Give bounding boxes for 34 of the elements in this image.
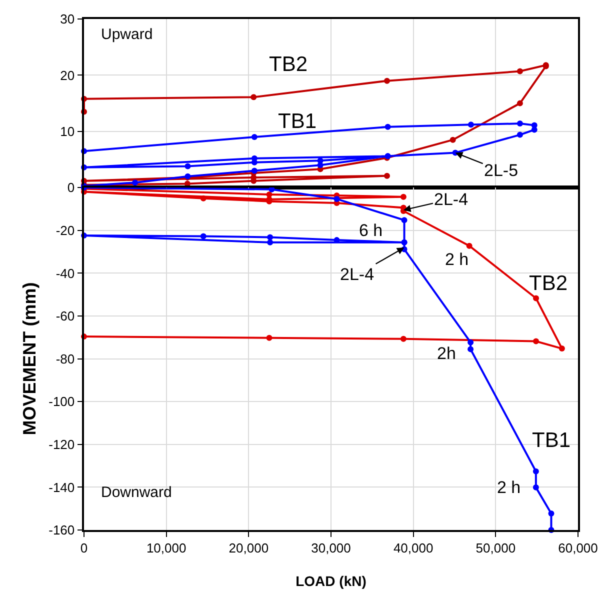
y-tick-label: -60 bbox=[56, 308, 75, 324]
y-tick-label: -80 bbox=[56, 351, 75, 366]
x-tick-label: 10,000 bbox=[146, 540, 186, 556]
x-tick-label: 60,000 bbox=[558, 540, 598, 556]
y-tick-label: -40 bbox=[56, 266, 75, 281]
x-tick-label: 50,000 bbox=[476, 540, 516, 556]
annotation: Upward bbox=[101, 26, 153, 43]
annotation: 2L-4 bbox=[434, 190, 468, 209]
annotation: TB2 bbox=[269, 53, 308, 76]
x-tick-label: 0 bbox=[80, 540, 88, 556]
y-tick-label: 30 bbox=[60, 12, 75, 27]
annotation: TB2 bbox=[529, 272, 568, 295]
annotation: 2 h bbox=[497, 478, 521, 497]
y-tick-label: -140 bbox=[48, 480, 75, 495]
y-tick-label: -160 bbox=[48, 522, 75, 538]
y-axis-title: MOVEMENT (mm) bbox=[19, 282, 40, 436]
annotation: TB1 bbox=[532, 429, 571, 452]
x-tick-label: 30,000 bbox=[311, 540, 351, 556]
y-tick-label: -120 bbox=[48, 436, 75, 452]
annotation: TB1 bbox=[278, 110, 317, 133]
annotation: Downward bbox=[101, 484, 172, 501]
x-tick-label: 20,000 bbox=[228, 540, 269, 556]
annotation: 2 h bbox=[445, 250, 469, 269]
y-tick-label: 0 bbox=[67, 180, 75, 196]
y-tick-label: -100 bbox=[48, 394, 75, 410]
x-axis-title: LOAD (kN) bbox=[296, 573, 366, 590]
annotation: 6 h bbox=[359, 221, 383, 240]
x-tick-label: 40,000 bbox=[393, 540, 434, 556]
annotation: 2L-5 bbox=[484, 161, 518, 180]
annotation: 2L-4 bbox=[340, 265, 374, 284]
y-tick-label: 10 bbox=[60, 124, 75, 139]
y-tick-label: -20 bbox=[56, 222, 75, 238]
y-tick-label: 20 bbox=[60, 68, 75, 83]
annotation: 2h bbox=[437, 344, 456, 363]
